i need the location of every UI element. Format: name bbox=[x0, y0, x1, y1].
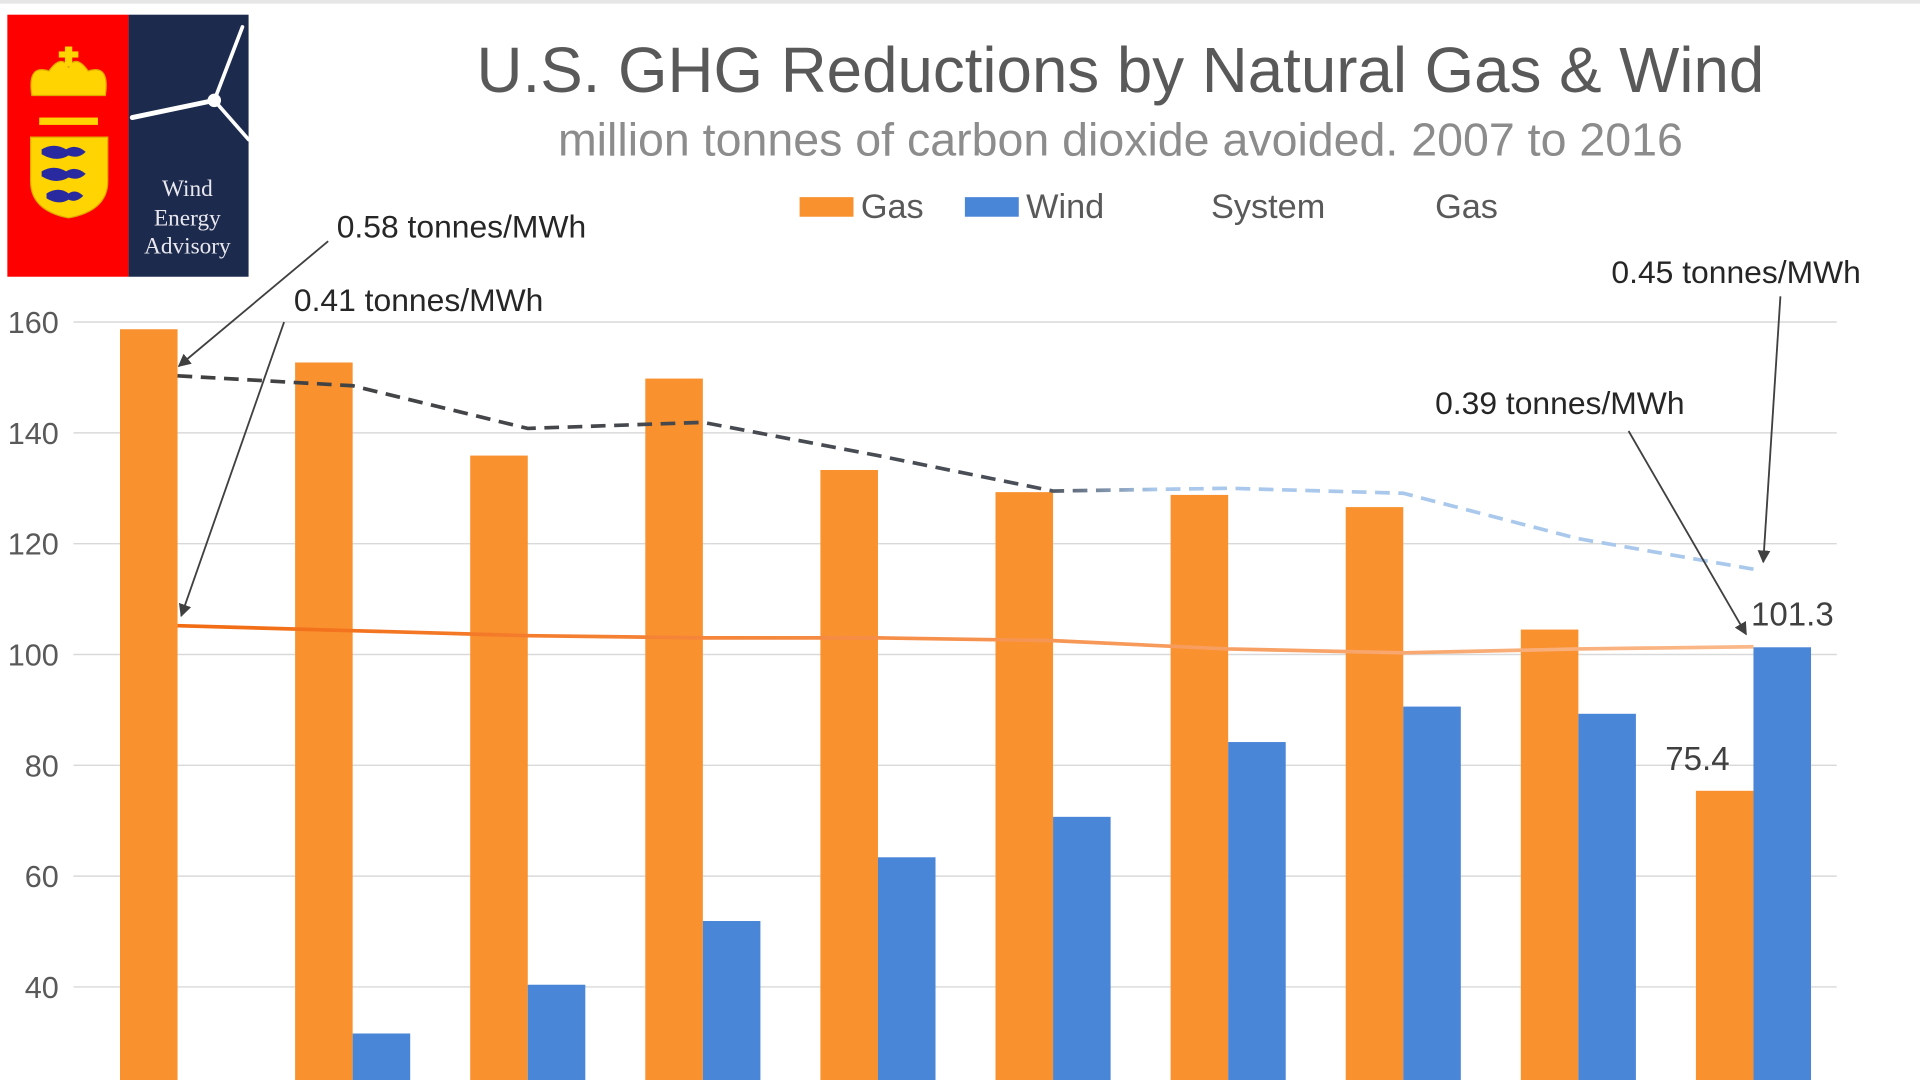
y-tick-label: 40 bbox=[25, 971, 59, 1005]
legend-swatch-gas-bar bbox=[799, 197, 854, 217]
y-tick-label: 100 bbox=[8, 639, 59, 673]
logo-text-1: Wind bbox=[162, 176, 213, 202]
bar-wind-1 bbox=[352, 1033, 411, 1080]
annotations: 0.58 tonnes/MWh 0.41 tonnes/MWh 0.45 ton… bbox=[177, 209, 1861, 636]
y-tick-label: 120 bbox=[8, 528, 59, 562]
bar-gas-1 bbox=[295, 362, 353, 1080]
bar-gas-3 bbox=[645, 378, 703, 1080]
annotation-058: 0.58 tonnes/MWh bbox=[337, 209, 586, 245]
logo: Wind Energy Advisory bbox=[7, 14, 251, 277]
legend: Gas Wind System Gas bbox=[799, 188, 1498, 226]
bar-wind-2 bbox=[527, 984, 586, 1080]
legend-label-wind: Wind bbox=[1026, 188, 1104, 226]
bar-gas-9 bbox=[1695, 790, 1754, 1080]
annotation-arrow-039 bbox=[1627, 430, 1747, 636]
line-system bbox=[177, 373, 1754, 571]
bar-gas-2 bbox=[470, 455, 528, 1080]
bar-gas-7 bbox=[1345, 507, 1404, 1080]
line-gas bbox=[177, 623, 1754, 655]
data-label-gas-last: 75.4 bbox=[1665, 741, 1729, 778]
bar-gas-8 bbox=[1520, 629, 1579, 1080]
chart-subtitle: million tonnes of carbon dioxide avoided… bbox=[558, 114, 1683, 166]
bar-gas-6 bbox=[1170, 494, 1229, 1080]
bar-wind-3 bbox=[702, 921, 761, 1080]
top-border bbox=[0, 0, 1920, 4]
legend-label-gas-line: Gas bbox=[1435, 188, 1498, 226]
bar-gas-5 bbox=[995, 492, 1054, 1080]
chart-title: U.S. GHG Reductions by Natural Gas & Win… bbox=[477, 35, 1765, 106]
y-tick-label: 140 bbox=[8, 417, 59, 451]
y-tick-label: 160 bbox=[8, 306, 59, 340]
bar-wind-4 bbox=[877, 857, 936, 1080]
annotation-arrow-041 bbox=[178, 321, 285, 618]
annotation-039: 0.39 tonnes/MWh bbox=[1435, 385, 1684, 421]
annotation-041: 0.41 tonnes/MWh bbox=[294, 282, 543, 318]
lions-icon bbox=[41, 145, 86, 203]
logo-text-2: Energy bbox=[154, 205, 221, 231]
bar-gas-0 bbox=[120, 329, 178, 1080]
bar-wind-9 bbox=[1753, 647, 1812, 1080]
y-tick-label: 60 bbox=[25, 860, 59, 894]
bar-gas-4 bbox=[820, 469, 878, 1080]
y-tick-label: 80 bbox=[25, 749, 59, 783]
annotation-arrow-045 bbox=[1757, 296, 1782, 564]
logo-text-3: Advisory bbox=[144, 233, 231, 259]
annotation-arrow-058 bbox=[177, 240, 329, 367]
crown-icon bbox=[30, 46, 107, 125]
bar-wind-8 bbox=[1578, 713, 1636, 1080]
legend-label-gas-bar: Gas bbox=[861, 188, 924, 226]
legend-swatch-wind-bar bbox=[964, 197, 1019, 217]
wind-turbine-icon bbox=[129, 25, 251, 142]
data-label-wind-last: 101.3 bbox=[1751, 597, 1834, 634]
legend-label-system: System bbox=[1211, 188, 1325, 226]
bar-wind-6 bbox=[1228, 742, 1286, 1080]
bar-wind-7 bbox=[1403, 706, 1461, 1080]
bar-wind-5 bbox=[1053, 816, 1111, 1080]
annotation-045: 0.45 tonnes/MWh bbox=[1611, 254, 1860, 290]
